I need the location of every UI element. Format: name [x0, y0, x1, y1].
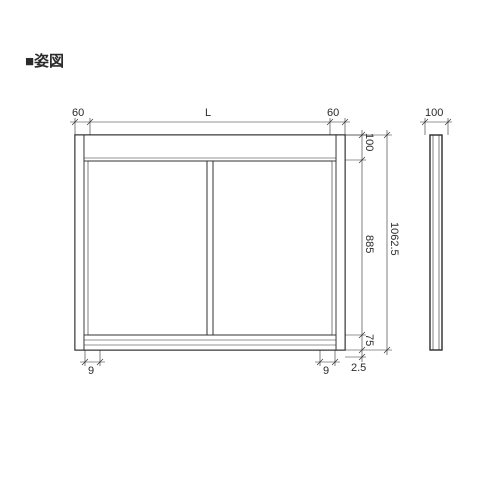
dim-100-side: 100 [425, 107, 443, 119]
dim-9-right: 9 [323, 365, 329, 377]
side-elevation [430, 135, 442, 350]
dim-60-right: 60 [327, 107, 339, 119]
dim-75: 75 [363, 334, 375, 346]
dim-2-5: 2.5 [351, 362, 366, 374]
dim-885: 885 [363, 235, 375, 253]
dim-L: L [205, 107, 211, 119]
dimensions-top [70, 118, 452, 135]
technical-drawing-svg [0, 0, 500, 500]
dim-60-left: 60 [72, 107, 84, 119]
dim-1062-5: 1062.5 [388, 222, 400, 256]
dim-9-left: 9 [88, 365, 94, 377]
dimensions-bottom [80, 350, 340, 366]
front-elevation [75, 135, 345, 350]
dim-100-v: 100 [363, 133, 375, 151]
drawing-canvas: ■姿図 [0, 0, 500, 500]
